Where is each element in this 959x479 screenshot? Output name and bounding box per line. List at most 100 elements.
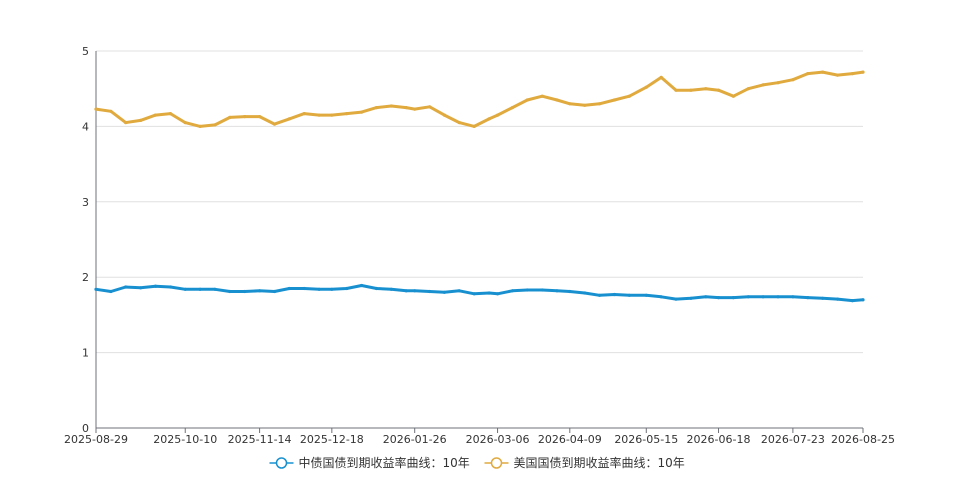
data-point[interactable]: [457, 289, 461, 293]
series-line-0[interactable]: [94, 284, 865, 303]
data-point[interactable]: [243, 115, 247, 119]
data-point[interactable]: [442, 290, 446, 294]
data-point[interactable]: [404, 106, 408, 110]
data-point[interactable]: [674, 88, 678, 92]
data-point[interactable]: [761, 83, 765, 87]
data-point[interactable]: [525, 98, 529, 102]
data-point[interactable]: [689, 88, 693, 92]
data-point[interactable]: [213, 287, 217, 291]
data-point[interactable]: [258, 115, 262, 119]
data-point[interactable]: [198, 124, 202, 128]
data-point[interactable]: [761, 295, 765, 299]
data-point[interactable]: [389, 104, 393, 108]
data-point[interactable]: [124, 121, 128, 125]
data-point[interactable]: [457, 121, 461, 125]
data-point[interactable]: [124, 285, 128, 289]
data-point[interactable]: [472, 292, 476, 296]
data-point[interactable]: [330, 113, 334, 117]
data-point[interactable]: [806, 296, 810, 300]
data-point[interactable]: [198, 287, 202, 291]
data-point[interactable]: [472, 124, 476, 128]
data-point[interactable]: [659, 295, 663, 299]
data-point[interactable]: [496, 292, 500, 296]
data-point[interactable]: [850, 299, 855, 303]
data-point[interactable]: [272, 289, 277, 294]
data-point[interactable]: [689, 296, 693, 300]
data-point[interactable]: [287, 117, 291, 121]
data-point[interactable]: [791, 295, 795, 299]
data-point[interactable]: [258, 289, 262, 293]
legend[interactable]: 中债国债到期收益率曲线：10年 美国国债到期收益率曲线：10年: [269, 455, 685, 470]
data-point[interactable]: [213, 123, 217, 127]
data-point[interactable]: [644, 293, 648, 297]
data-point[interactable]: [317, 287, 321, 291]
data-point[interactable]: [360, 283, 364, 288]
series-line-1[interactable]: [94, 70, 865, 128]
data-point[interactable]: [496, 113, 500, 117]
data-point[interactable]: [583, 291, 587, 295]
data-point[interactable]: [731, 296, 736, 300]
data-point[interactable]: [746, 295, 750, 299]
data-point[interactable]: [228, 289, 232, 294]
data-point[interactable]: [360, 110, 364, 114]
data-point[interactable]: [413, 289, 417, 293]
data-point[interactable]: [597, 102, 602, 106]
legend-item-0[interactable]: 中债国债到期收益率曲线：10年: [269, 455, 470, 470]
data-point[interactable]: [109, 109, 113, 113]
data-point[interactable]: [806, 72, 810, 76]
data-point[interactable]: [94, 287, 98, 291]
data-point[interactable]: [94, 107, 98, 111]
data-point[interactable]: [525, 288, 529, 292]
data-point[interactable]: [540, 94, 544, 98]
legend-item-1[interactable]: 美国国债到期收益率曲线：10年: [484, 455, 685, 470]
data-point[interactable]: [168, 285, 172, 289]
data-point[interactable]: [555, 289, 559, 293]
data-point[interactable]: [272, 122, 277, 126]
data-point[interactable]: [228, 115, 232, 119]
data-point[interactable]: [568, 102, 572, 106]
data-point[interactable]: [555, 98, 559, 102]
data-point[interactable]: [510, 106, 514, 110]
data-point[interactable]: [168, 112, 172, 116]
data-point[interactable]: [791, 78, 795, 82]
data-point[interactable]: [183, 121, 187, 125]
data-point[interactable]: [835, 297, 840, 301]
data-point[interactable]: [716, 296, 721, 300]
data-point[interactable]: [404, 289, 408, 293]
data-point[interactable]: [139, 286, 143, 290]
data-point[interactable]: [674, 297, 678, 301]
data-point[interactable]: [487, 291, 491, 295]
data-point[interactable]: [540, 288, 544, 292]
data-point[interactable]: [644, 85, 648, 89]
data-point[interactable]: [659, 75, 663, 79]
data-point[interactable]: [776, 295, 780, 299]
data-point[interactable]: [243, 289, 247, 294]
data-point[interactable]: [627, 94, 631, 98]
data-point[interactable]: [330, 287, 334, 291]
data-point[interactable]: [345, 112, 349, 116]
data-point[interactable]: [487, 117, 491, 121]
data-point[interactable]: [612, 98, 617, 102]
data-point[interactable]: [428, 105, 432, 109]
data-point[interactable]: [835, 73, 840, 77]
data-point[interactable]: [568, 289, 572, 294]
data-point[interactable]: [428, 289, 432, 294]
data-point[interactable]: [109, 289, 113, 294]
data-point[interactable]: [731, 94, 736, 98]
data-point[interactable]: [861, 70, 865, 74]
data-point[interactable]: [442, 113, 446, 117]
data-point[interactable]: [302, 112, 306, 116]
data-point[interactable]: [183, 287, 187, 291]
data-point[interactable]: [704, 295, 708, 299]
data-point[interactable]: [716, 88, 721, 92]
data-point[interactable]: [776, 81, 780, 85]
data-point[interactable]: [139, 118, 143, 122]
data-point[interactable]: [389, 287, 393, 291]
data-point[interactable]: [374, 106, 379, 110]
data-point[interactable]: [510, 289, 514, 293]
data-point[interactable]: [153, 284, 158, 288]
data-point[interactable]: [345, 286, 349, 291]
data-point[interactable]: [850, 72, 855, 76]
data-point[interactable]: [627, 293, 631, 297]
data-point[interactable]: [317, 113, 321, 117]
